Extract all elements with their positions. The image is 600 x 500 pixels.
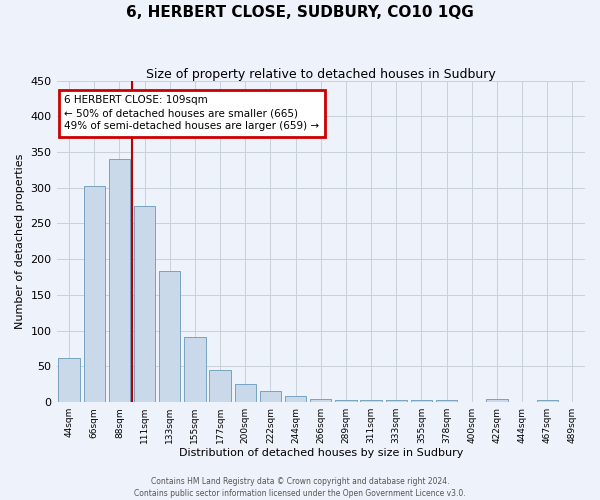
Bar [83,186,105,402]
Bar [386,400,407,402]
Bar [536,400,558,402]
Bar [235,384,256,402]
Bar [159,272,181,402]
Bar [361,400,382,402]
Text: Contains HM Land Registry data © Crown copyright and database right 2024.
Contai: Contains HM Land Registry data © Crown c… [134,476,466,498]
Bar [58,358,80,402]
Y-axis label: Number of detached properties: Number of detached properties [15,154,25,329]
Bar [310,399,331,402]
Bar [109,159,130,402]
Text: 6, HERBERT CLOSE, SUDBURY, CO10 1QG: 6, HERBERT CLOSE, SUDBURY, CO10 1QG [126,5,474,20]
Bar [134,206,155,402]
Title: Size of property relative to detached houses in Sudbury: Size of property relative to detached ho… [146,68,496,80]
Bar [335,400,356,402]
Bar [285,396,307,402]
Bar [436,400,457,402]
Bar [209,370,231,402]
Bar [411,400,432,402]
Bar [260,390,281,402]
X-axis label: Distribution of detached houses by size in Sudbury: Distribution of detached houses by size … [179,448,463,458]
Bar [184,337,206,402]
Bar [486,399,508,402]
Text: 6 HERBERT CLOSE: 109sqm
← 50% of detached houses are smaller (665)
49% of semi-d: 6 HERBERT CLOSE: 109sqm ← 50% of detache… [64,95,320,132]
